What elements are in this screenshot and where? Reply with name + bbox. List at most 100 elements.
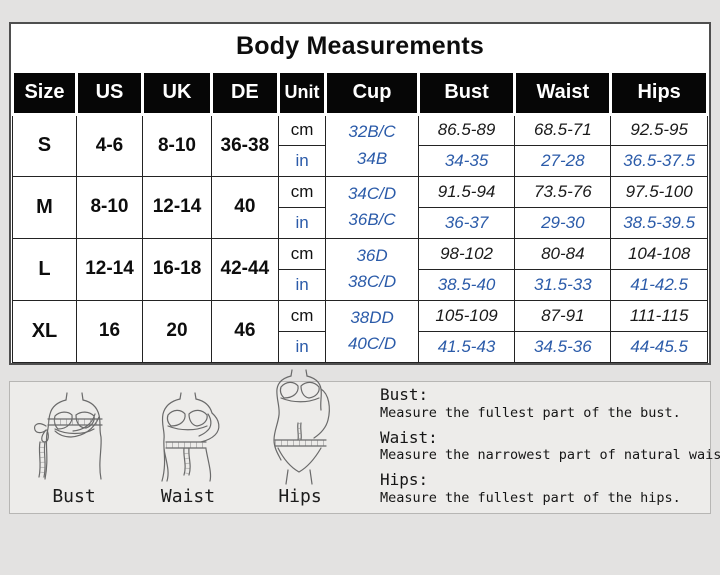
waist-instruction-text: Measure the narrowest part of natural wa… — [380, 447, 720, 464]
title-row: Body Measurements — [12, 24, 708, 71]
cup-line-2: 34B — [356, 148, 388, 168]
waist-in-value: 34.5-36 — [514, 330, 612, 363]
col-header-hips: Hips — [609, 69, 709, 116]
col-header-bust: Bust — [416, 69, 517, 116]
table-row-s-cm: S 4-6 8-10 36-38 cm 32B/C 34B 86.5-89 68… — [12, 113, 708, 177]
bust-in-value: 38.5-40 — [417, 268, 516, 301]
waist-measure-illustration-icon — [161, 391, 220, 482]
col-header-cup: Cup — [324, 69, 420, 116]
us-size-cell: 8-10 — [75, 175, 144, 239]
cup-line-2: 36B/C — [348, 210, 396, 229]
bust-instruction-text: Measure the fullest part of the bust. — [380, 404, 681, 421]
cup-line-2: 38C/D — [347, 272, 397, 291]
hips-in-value: 44-45.5 — [610, 330, 708, 363]
bust-instruction-heading: Bust: — [380, 385, 429, 405]
hips-cm-value: 92.5-95 — [610, 113, 708, 146]
waist-figure-label: Waist — [160, 485, 216, 507]
cup-cell: 38DD 40C/D — [325, 299, 419, 363]
us-size-cell: 12-14 — [75, 237, 144, 301]
unit-in-label: in — [277, 144, 327, 177]
hips-instruction: Hips: Measure the fullest part of the hi… — [380, 470, 720, 506]
waist-cm-value: 87-91 — [514, 299, 612, 332]
waist-instruction: Waist: Measure the narrowest part of nat… — [380, 427, 720, 464]
measuring-instructions: Bust: Measure the fullest part of the bu… — [380, 385, 720, 507]
us-size-cell: 4-6 — [75, 113, 144, 177]
cup-cell: 36D 38C/D — [325, 237, 419, 301]
bust-figure-label: Bust — [52, 485, 96, 507]
table-row-xl-cm: XL 16 20 46 cm 38DD 40C/D 105-109 87-91 … — [12, 299, 708, 363]
hips-figure-label: Hips — [278, 485, 322, 507]
waist-figure: Waist — [138, 389, 238, 507]
size-cell: M — [12, 175, 77, 239]
waist-cm-value: 68.5-71 — [514, 113, 612, 146]
col-header-us: US — [74, 69, 145, 116]
bust-instruction: Bust: Measure the fullest part of the bu… — [380, 385, 720, 421]
us-size-cell: 16 — [75, 299, 144, 363]
col-header-waist: Waist — [513, 69, 613, 116]
bust-in-value: 34-35 — [417, 144, 516, 177]
waist-in-value: 27-28 — [514, 144, 612, 177]
uk-size-cell: 16-18 — [142, 237, 212, 301]
hips-figure: Hips — [252, 367, 348, 507]
cup-line-1: 32B/C — [348, 122, 396, 142]
hips-in-value: 36.5-37.5 — [610, 144, 708, 177]
waist-in-value: 31.5-33 — [514, 268, 612, 301]
cup-line-1: 36D — [356, 245, 388, 265]
cup-line-2: 40C/D — [347, 334, 397, 353]
bust-in-value: 36-37 — [417, 206, 516, 239]
col-header-uk: UK — [141, 69, 213, 116]
bust-measure-illustration-icon — [33, 391, 103, 480]
page-title: Body Measurements — [12, 24, 708, 71]
table-row-l-in: in 38.5-40 31.5-33 41-42.5 — [13, 268, 708, 301]
size-cell: S — [12, 113, 77, 177]
bust-figure: Bust — [24, 389, 124, 507]
bust-cm-value: 98-102 — [417, 237, 516, 270]
bust-cm-value: 86.5-89 — [417, 113, 516, 146]
col-header-de: DE — [209, 69, 280, 116]
size-chart-table: Body Measurements Size US UK DE Unit Cup… — [11, 24, 709, 363]
uk-size-cell: 12-14 — [142, 175, 212, 239]
de-size-cell: 46 — [210, 299, 279, 363]
table-row-l-cm: L 12-14 16-18 42-44 cm 36D 38C/D 98-102 … — [12, 237, 708, 301]
uk-size-cell: 20 — [142, 299, 212, 363]
waist-cm-value: 73.5-76 — [514, 175, 612, 208]
size-cell: XL — [12, 299, 77, 363]
unit-cm-label: cm — [277, 237, 327, 270]
unit-cm-label: cm — [277, 175, 327, 208]
hips-in-value: 41-42.5 — [610, 268, 708, 301]
unit-in-label: in — [277, 206, 327, 239]
table-row-m-cm: M 8-10 12-14 40 cm 34C/D 36B/C 91.5-94 7… — [12, 175, 708, 239]
waist-instruction-heading: Waist: — [380, 427, 438, 447]
hips-instruction-heading: Hips: — [380, 470, 429, 490]
cup-cell: 34C/D 36B/C — [325, 175, 419, 239]
waist-in-value: 29-30 — [514, 206, 612, 239]
unit-cm-label: cm — [277, 299, 327, 332]
table-row-s-in: in 34-35 27-28 36.5-37.5 — [13, 144, 708, 177]
cup-line-1: 34C/D — [347, 183, 397, 203]
table-row-m-in: in 36-37 29-30 38.5-39.5 — [13, 206, 708, 239]
hips-measure-illustration-icon — [273, 368, 330, 485]
cup-cell: 32B/C 34B — [325, 113, 419, 177]
hips-in-value: 38.5-39.5 — [610, 206, 708, 239]
de-size-cell: 40 — [210, 175, 279, 239]
size-chart-frame: Body Measurements Size US UK DE Unit Cup… — [9, 22, 711, 365]
de-size-cell: 42-44 — [210, 237, 279, 301]
hips-instruction-text: Measure the fullest part of the hips. — [380, 489, 681, 506]
hips-cm-value: 97.5-100 — [610, 175, 708, 208]
measuring-guide-panel: Bust Waist — [9, 368, 720, 514]
uk-size-cell: 8-10 — [142, 113, 212, 177]
hips-cm-value: 104-108 — [610, 237, 708, 270]
cup-line-1: 38DD — [350, 307, 394, 327]
col-header-unit: Unit — [276, 69, 328, 116]
table-row-xl-in: in 41.5-43 34.5-36 44-45.5 — [13, 330, 708, 363]
hips-cm-value: 111-115 — [610, 299, 708, 332]
unit-cm-label: cm — [277, 113, 327, 146]
bust-cm-value: 105-109 — [417, 299, 516, 332]
unit-in-label: in — [277, 268, 327, 301]
waist-cm-value: 80-84 — [514, 237, 612, 270]
size-cell: L — [12, 237, 77, 301]
unit-in-label: in — [277, 330, 327, 363]
col-header-size: Size — [11, 69, 78, 116]
header-row: Size US UK DE Unit Cup Bust Waist Hips — [11, 69, 709, 116]
bust-in-value: 41.5-43 — [417, 330, 516, 363]
